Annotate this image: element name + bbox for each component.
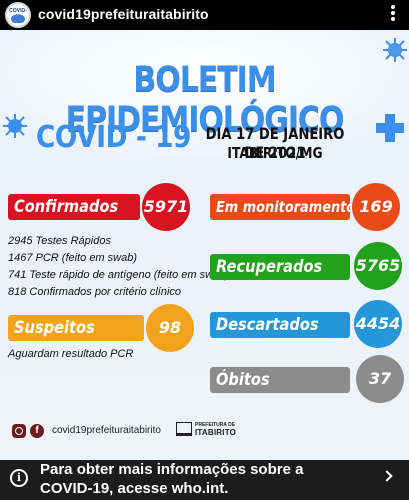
info-banner[interactable]: i Para obter mais informações sobre a CO… — [0, 460, 409, 500]
avatar[interactable]: COVID-19 — [5, 2, 31, 28]
suspeitos-label: Suspeitos — [8, 315, 144, 341]
detail-line: 2945 Testes Rápidos — [8, 235, 111, 247]
bulletin-city: ITABIRITO/MG — [227, 144, 323, 162]
confirmados-label: Confirmados — [8, 194, 140, 220]
confirmados-details: 2945 Testes Rápidos 1467 PCR (feito em s… — [8, 233, 229, 301]
detail-line: 741 Teste rápido de antígeno (feito em s… — [8, 269, 229, 281]
info-icon: i — [10, 469, 28, 487]
suspeitos-note: Aguardam resultado PCR — [8, 348, 134, 360]
monitoramento-label: Em monitoramento — [210, 194, 350, 220]
obitos-value: 37 — [356, 355, 404, 403]
recuperados-value: 5765 — [354, 242, 402, 290]
virus-icon — [383, 38, 407, 62]
logo-big-text: ITABIRITO — [195, 428, 237, 437]
virus-icon — [3, 114, 27, 138]
suspeitos-value: 98 — [146, 304, 194, 352]
username-link[interactable]: covid19prefeituraitabirito — [38, 6, 209, 22]
post-header: COVID-19 covid19prefeituraitabirito — [0, 0, 409, 30]
banner-text: Para obter mais informações sobre a COVI… — [40, 461, 304, 497]
post-image[interactable]: BOLETIM EPIDEMIOLÓGICO COVID - 19 DIA 17… — [0, 30, 409, 460]
bulletin-title: BOLETIM EPIDEMIOLÓGICO — [65, 60, 345, 140]
recuperados-label: Recuperados — [210, 254, 350, 280]
building-icon — [176, 422, 192, 436]
plus-icon — [376, 114, 404, 142]
detail-line: 818 Confirmados por critério clínico — [8, 286, 182, 298]
bulletin-date: DIA 17 DE JANEIRO DE 2021 — [205, 124, 345, 162]
prefeitura-logo: PREFEITURA DE ITABIRITO — [176, 418, 236, 442]
instagram-icon — [12, 424, 26, 438]
chevron-right-icon[interactable] — [381, 470, 393, 482]
descartados-value: 4454 — [354, 300, 402, 348]
monitoramento-value: 169 — [352, 183, 400, 231]
confirmados-value: 5971 — [142, 183, 190, 231]
descartados-label: Descartados — [210, 312, 350, 338]
facebook-icon: f — [30, 424, 44, 438]
logo-small-text: PREFEITURA DE — [195, 422, 236, 428]
more-options-icon[interactable] — [389, 3, 397, 25]
footer-handle: covid19prefeituraitabirito — [52, 425, 161, 436]
detail-line: 1467 PCR (feito em swab) — [8, 252, 137, 264]
obitos-label: Óbitos — [210, 367, 350, 393]
bulletin-subtitle: COVID - 19 — [36, 120, 191, 155]
avatar-virus-icon — [11, 15, 25, 23]
